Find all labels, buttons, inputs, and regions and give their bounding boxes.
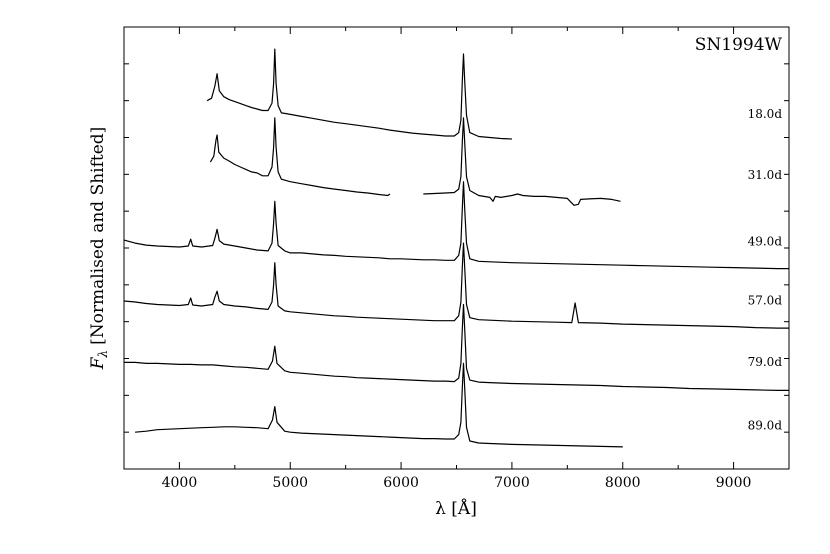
spectrum-line [135, 362, 623, 448]
spectrum-series: 18.0d [206, 48, 783, 140]
x-tick-label: 5000 [272, 475, 308, 491]
spectrum-line [124, 303, 789, 391]
epoch-label: 79.0d [748, 355, 783, 369]
spectrum-series: 57.0d [123, 242, 789, 329]
x-tick-label: 4000 [162, 475, 198, 491]
spectrum-series: 49.0d [123, 181, 789, 270]
chart-title: SN1994W [695, 35, 783, 55]
y-axis-text: [Normalised and Shifted] [88, 127, 108, 345]
spectrum-line [123, 181, 789, 270]
spectrum-series: 79.0d [124, 303, 789, 391]
spectra-layer: 18.0d 31.0d 49.0d 57.0d 79.0d 89.0d [123, 48, 789, 448]
spectrum-line [206, 48, 512, 140]
spectrum-series: 31.0d [209, 117, 783, 206]
x-tick-label: 6000 [383, 475, 419, 491]
epoch-label: 31.0d [748, 168, 783, 182]
axis-layer: 4000 5000 6000 7000 8000 9000 [123, 27, 790, 491]
spectrum-line [209, 117, 391, 197]
spectrum-line [123, 242, 789, 329]
epoch-label: 18.0d [748, 107, 783, 121]
y-axis-title: Fλ [Normalised and Shifted] [88, 127, 110, 371]
plot-frame [123, 26, 790, 470]
epoch-label: 49.0d [748, 235, 783, 249]
spectrum-series: 89.0d [135, 362, 783, 448]
y-axis-subscript: λ [96, 350, 110, 359]
spectrum-line [423, 117, 621, 206]
x-tick-label: 7000 [494, 475, 530, 491]
epoch-label: 89.0d [748, 419, 783, 433]
epoch-label: 57.0d [748, 293, 783, 307]
x-axis-title: λ [Å] [435, 498, 477, 519]
x-tick-label: 8000 [605, 475, 641, 491]
y-axis-symbol: F [88, 356, 108, 370]
x-tick-label: 9000 [716, 475, 752, 491]
